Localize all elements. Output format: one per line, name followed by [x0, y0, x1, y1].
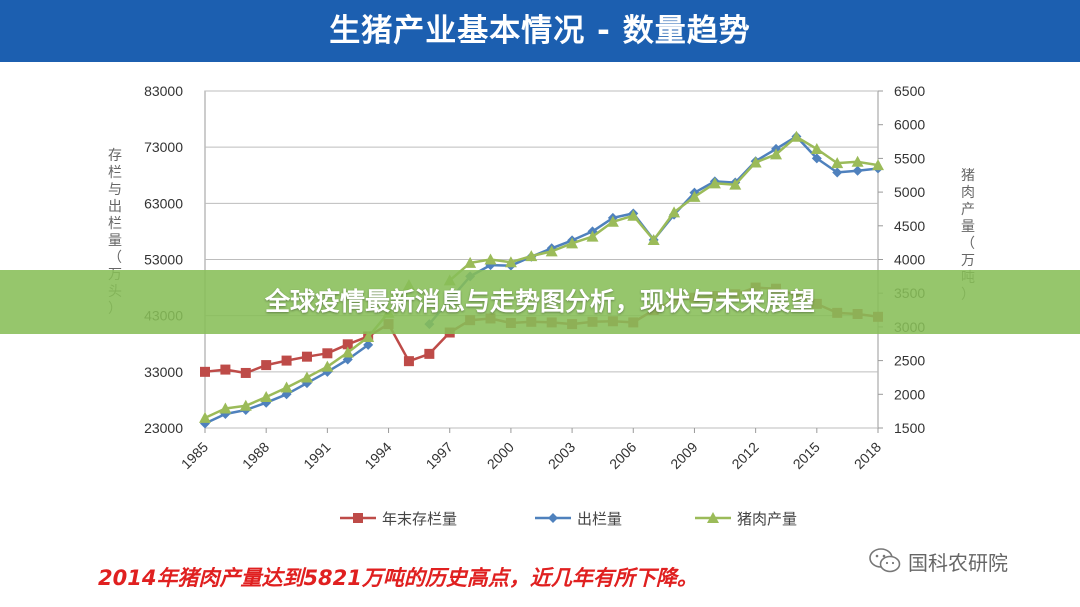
x-tick-label: 2000 — [484, 439, 517, 472]
data-point-series-3 — [627, 209, 640, 221]
data-point-series-2 — [852, 165, 863, 176]
data-point-series-3 — [239, 399, 252, 411]
banner-text: 全球疫情最新消息与走势图分析，现状与未来展望 — [264, 287, 815, 316]
data-point-series-3 — [566, 237, 579, 249]
data-point-series-3 — [341, 346, 354, 358]
x-tick-label: 2012 — [728, 439, 761, 472]
wechat-icon — [869, 548, 901, 573]
x-tick-label: 1997 — [423, 439, 456, 472]
data-point-series-3 — [484, 253, 497, 265]
data-point-series-3 — [219, 402, 232, 414]
legend-marker-3 — [707, 512, 719, 523]
legend-label-2: 出栏量 — [577, 510, 622, 528]
data-point-series-1 — [322, 348, 333, 359]
data-point-series-3 — [321, 360, 334, 372]
y-tick-right: 5500 — [894, 150, 925, 166]
data-point-series-3 — [647, 233, 660, 245]
data-point-series-3 — [708, 177, 721, 189]
legend-label-3: 猪肉产量 — [737, 510, 797, 528]
data-point-series-3 — [810, 142, 823, 154]
x-tick-label: 2003 — [545, 439, 578, 472]
data-point-series-3 — [606, 215, 619, 227]
data-point-series-3 — [362, 331, 375, 343]
x-tick-label: 1994 — [361, 439, 394, 472]
y-tick-left: 63000 — [144, 195, 183, 211]
data-point-series-3 — [770, 148, 783, 160]
data-point-series-3 — [872, 159, 884, 171]
x-tick-label: 2015 — [790, 439, 823, 472]
data-point-series-3 — [504, 256, 517, 268]
y-tick-right: 2500 — [894, 353, 925, 369]
x-tick-label: 2006 — [606, 439, 639, 472]
y-tick-left: 83000 — [144, 83, 183, 99]
data-point-series-2 — [811, 153, 822, 164]
data-point-series-3 — [586, 230, 599, 242]
data-point-series-1 — [424, 348, 435, 359]
data-point-series-3 — [851, 155, 864, 167]
y-tick-right: 4000 — [894, 252, 925, 268]
y-tick-right: 4500 — [894, 218, 925, 234]
data-point-series-3 — [464, 256, 477, 268]
data-point-series-2 — [363, 339, 374, 350]
legend-marker-2 — [548, 513, 558, 523]
data-point-series-1 — [261, 360, 272, 371]
x-tick-label: 2009 — [667, 439, 700, 472]
overlay-banner: 全球疫情最新消息与走势图分析，现状与未来展望 — [0, 270, 1080, 334]
y-tick-left: 23000 — [144, 420, 183, 436]
data-point-series-1 — [342, 339, 353, 350]
watermark: 国科农研院 — [868, 545, 1008, 577]
data-point-series-1 — [403, 356, 414, 367]
data-point-series-1 — [220, 364, 231, 375]
data-point-series-3 — [749, 156, 762, 168]
page-title: 生猪产业基本情况 - 数量趋势 — [329, 13, 751, 49]
data-point-series-3 — [729, 178, 742, 190]
data-point-series-3 — [260, 390, 273, 402]
x-tick-label: 2018 — [851, 439, 884, 472]
x-tick-label: 1985 — [178, 439, 211, 472]
chart-footnote: 2014年猪肉产量达到5821万吨的历史高点，近几年有所下降。 — [98, 566, 698, 590]
data-point-series-1 — [240, 367, 251, 378]
y-tick-left: 73000 — [144, 139, 183, 155]
y-tick-right: 1500 — [894, 420, 925, 436]
x-tick-label: 1991 — [300, 439, 333, 472]
data-point-series-3 — [790, 130, 803, 142]
y-tick-right: 2000 — [894, 386, 925, 402]
watermark-text: 国科农研院 — [908, 550, 1008, 575]
y-tick-left: 33000 — [144, 364, 183, 380]
y-tick-right: 5000 — [894, 184, 925, 200]
y-tick-left: 53000 — [144, 252, 183, 268]
legend-marker-1 — [353, 513, 363, 523]
data-point-series-3 — [300, 371, 313, 383]
data-point-series-3 — [199, 411, 211, 423]
data-point-series-1 — [281, 355, 292, 366]
data-point-series-3 — [668, 206, 681, 218]
data-point-series-1 — [301, 351, 312, 362]
data-point-series-3 — [280, 381, 293, 393]
data-point-series-1 — [200, 366, 210, 377]
y-tick-right: 6000 — [894, 117, 925, 133]
data-point-series-3 — [831, 157, 844, 169]
header-bar: 生猪产业基本情况 - 数量趋势 — [0, 0, 1080, 62]
data-point-series-2 — [832, 167, 843, 178]
data-point-series-3 — [525, 250, 538, 262]
legend-label-1: 年末存栏量 — [382, 510, 457, 528]
data-point-series-3 — [688, 190, 701, 202]
data-point-series-3 — [545, 245, 558, 257]
x-tick-label: 1988 — [239, 439, 272, 472]
y-tick-right: 6500 — [894, 83, 925, 99]
